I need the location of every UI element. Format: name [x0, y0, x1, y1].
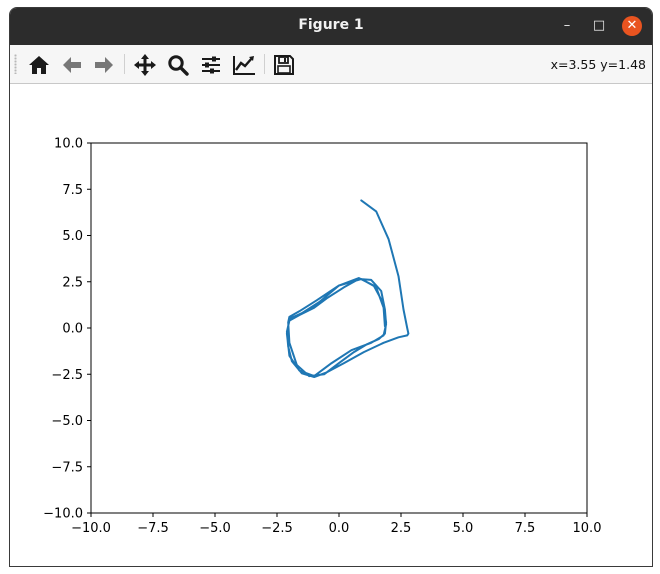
- x-tick-label: −7.5: [137, 521, 169, 536]
- x-tick-label: 5.0: [453, 521, 474, 536]
- close-button[interactable]: ✕: [622, 16, 642, 36]
- zoom-button[interactable]: [165, 52, 191, 78]
- figure-window: Figure 1 – □ ✕: [9, 7, 653, 567]
- y-tick-label: 10.0: [54, 137, 83, 152]
- cursor-coordinates: x=3.55 y=1.48: [550, 57, 646, 72]
- x-tick-label: 2.5: [391, 521, 412, 536]
- y-tick-label: 0.0: [62, 322, 83, 337]
- pan-button[interactable]: [132, 52, 158, 78]
- y-tick-label: −7.5: [51, 460, 83, 475]
- toolbar-grip[interactable]: [14, 54, 17, 74]
- x-tick-label: 0.0: [329, 521, 350, 536]
- figure-canvas[interactable]: −10.0 −7.5 −5.0 −2.5 0.0 2.5 5.0 7.5 10.0 −10.0 −7…: [10, 84, 652, 566]
- x-tick-label: −5.0: [199, 521, 231, 536]
- forward-button[interactable]: [91, 52, 117, 78]
- save-button[interactable]: [271, 52, 297, 78]
- save-floppy-icon: [274, 55, 294, 75]
- back-arrow-icon: [63, 57, 81, 73]
- data-series-line: [285, 199, 410, 378]
- x-tick-label: −10.0: [71, 521, 111, 536]
- toolbar-separator: [124, 54, 125, 74]
- axes-frame: [90, 142, 588, 514]
- configure-subplots-button[interactable]: [198, 52, 224, 78]
- edit-axis-button[interactable]: [231, 52, 257, 78]
- y-tick-label: 2.5: [62, 275, 83, 290]
- maximize-button[interactable]: □: [592, 18, 606, 33]
- configure-subplots-icon: [202, 56, 220, 74]
- toolbar-separator: [264, 54, 265, 74]
- zoom-magnifier-icon: [168, 55, 189, 76]
- y-tick-label: 7.5: [62, 183, 83, 198]
- plot-area[interactable]: −10.0 −7.5 −5.0 −2.5 0.0 2.5 5.0 7.5 10.0 −10.0 −7…: [10, 84, 652, 566]
- navigation-toolbar: x=3.55 y=1.48: [10, 45, 652, 84]
- window-title: Figure 1: [298, 17, 364, 33]
- y-tick-label: 5.0: [62, 229, 83, 244]
- edit-axis-icon: [233, 56, 255, 75]
- x-tick-label: 10.0: [573, 521, 602, 536]
- title-bar[interactable]: Figure 1 – □ ✕: [10, 8, 652, 45]
- y-tick-label: −10.0: [43, 507, 83, 522]
- home-button[interactable]: [26, 52, 52, 78]
- home-icon: [29, 56, 49, 74]
- back-button[interactable]: [59, 52, 85, 78]
- minimize-button[interactable]: –: [563, 18, 571, 33]
- y-tick-label: −2.5: [51, 368, 83, 383]
- y-tick-label: −5.0: [51, 414, 83, 429]
- x-tick-label: −2.5: [261, 521, 293, 536]
- forward-arrow-icon: [95, 57, 113, 73]
- pan-move-icon: [134, 54, 156, 76]
- x-tick-label: 7.5: [515, 521, 536, 536]
